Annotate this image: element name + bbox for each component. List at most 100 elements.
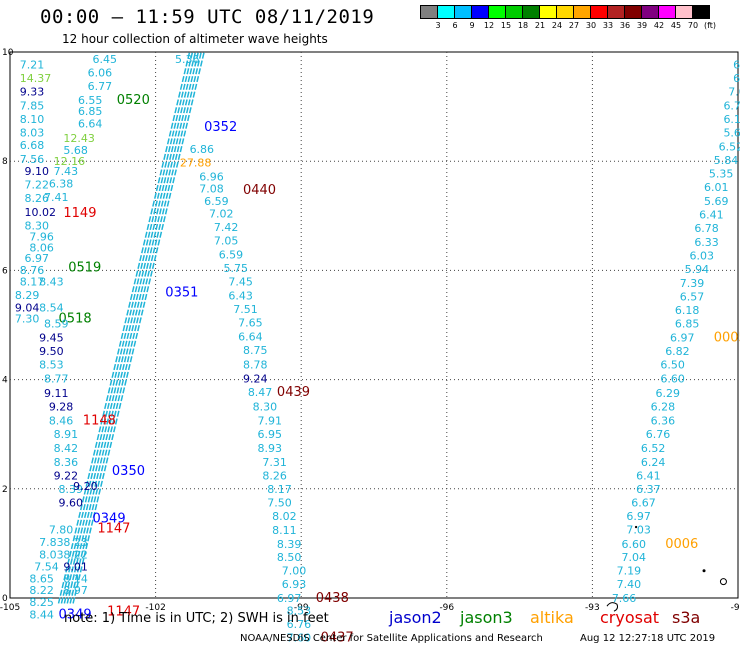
wave-height-value: 6.57 — [680, 290, 705, 303]
x-tick-label: -90 — [731, 603, 740, 613]
pass-time-label: 0352 — [204, 120, 237, 135]
wave-height-value: 14.37 — [20, 72, 51, 85]
wave-height-value: 7.42 — [214, 221, 239, 234]
wave-height-value: 8.44 — [29, 609, 54, 622]
wave-height-value: 5.75 — [224, 262, 249, 275]
wave-height-value: 8.06 — [29, 241, 54, 254]
satellite-legend-s3a: s3a — [672, 608, 701, 627]
wave-height-value: 6.78 — [723, 99, 740, 112]
y-tick-label: 2 — [2, 485, 8, 495]
wave-height-value: 9.45 — [39, 331, 64, 344]
satellite-track — [66, 51, 200, 604]
wave-height-value: 8.14 — [63, 573, 88, 586]
x-tick-label: -99 — [294, 603, 309, 613]
pass-time-label: 1147 — [97, 521, 130, 536]
pass-time-label: 1147 — [107, 604, 140, 619]
wave-height-value: 6.67 — [631, 496, 656, 509]
legend-label: (ft) — [703, 21, 717, 30]
wave-height-value: 8.23 — [63, 536, 88, 549]
wave-height-value: 7.39 — [680, 277, 705, 290]
wave-height-value: 7.45 — [228, 276, 253, 289]
wave-height-value: 9.33 — [20, 86, 44, 99]
wave-height-value: 8.03 — [39, 549, 64, 562]
wave-height-value: 6.96 — [199, 170, 224, 183]
wave-height-value: 8.11 — [272, 524, 297, 537]
wave-height-value: 5.84 — [714, 154, 739, 167]
wave-height-value: 7.08 — [199, 182, 224, 195]
wave-height-value: 8.39 — [59, 483, 84, 496]
wave-height-value: 6.38 — [49, 177, 74, 190]
wave-height-value: 6.85 — [78, 105, 103, 118]
wave-height-value: 9.20 — [73, 480, 98, 493]
wave-height-value: 6.95 — [258, 428, 283, 441]
island-outline — [634, 525, 638, 529]
wave-height-value: 8.59 — [44, 318, 68, 331]
wave-height-value: 8.29 — [15, 289, 40, 302]
x-tick-label: -105 — [0, 603, 20, 613]
wave-height-value: 5.67 — [723, 127, 740, 140]
wave-height-value: 6.43 — [228, 289, 253, 302]
wave-height-value: 6.76 — [287, 618, 312, 631]
legend-label: 24 — [551, 21, 563, 30]
island-outline — [606, 602, 619, 612]
wave-height-value: 5.69 — [704, 195, 729, 208]
wave-height-value: 8.93 — [258, 442, 283, 455]
satellite-track — [57, 51, 191, 604]
satellite-track — [60, 51, 194, 604]
wave-height-value: 7.54 — [34, 561, 59, 574]
wave-height-value: 7.96 — [29, 230, 54, 243]
wave-height-value: 8.36 — [54, 456, 79, 469]
wave-height-value: 8.43 — [39, 276, 64, 289]
wave-height-value: 7.66 — [612, 592, 637, 605]
wave-height-value: 6.9 — [733, 58, 740, 71]
island-outline — [719, 578, 727, 586]
wave-height-value: 7.83 — [39, 536, 64, 549]
x-tick-label: -93 — [585, 603, 600, 613]
satellite-legend-altika: altika — [530, 608, 574, 627]
wave-height-value: 6.77 — [88, 80, 113, 93]
wave-height-value: 6.52 — [641, 442, 666, 455]
wave-height-value: 8.50 — [277, 551, 302, 564]
wave-height-value: 7.00 — [282, 565, 307, 578]
pass-time-label: 0006 — [665, 537, 698, 552]
wave-height-value: 27.88 — [180, 157, 212, 170]
wave-height-value: 9.22 — [54, 470, 79, 483]
y-tick-label: 6 — [2, 266, 8, 276]
wave-height-value: 7.40 — [617, 578, 642, 591]
wave-height-value: 7.51 — [233, 303, 258, 316]
wave-height-value: 7.85 — [20, 99, 44, 112]
legend-swatch — [692, 5, 710, 19]
wave-height-value: 8.46 — [49, 414, 74, 427]
map-frame — [9, 51, 739, 599]
wave-height-value: 12.43 — [63, 132, 95, 145]
wave-height-value: 6.41 — [699, 209, 724, 222]
wave-height-value: 6.01 — [704, 181, 729, 194]
pass-time-label: 0439 — [277, 385, 310, 400]
pass-time-label: 0520 — [117, 93, 150, 108]
wave-height-value: 6.50 — [660, 359, 685, 372]
legend-label: 33 — [602, 21, 614, 30]
satellite-track — [63, 51, 197, 604]
legend-label: 15 — [500, 21, 512, 30]
y-tick-label: 8 — [2, 157, 8, 167]
y-tick-label: 0 — [2, 594, 8, 604]
wave-height-value: 6.64 — [78, 117, 103, 130]
wave-height-value: 8.77 — [44, 372, 68, 385]
legend-label: 42 — [653, 21, 665, 30]
wave-height-value: 8.75 — [243, 344, 268, 357]
wave-height-value: 5.36 — [175, 53, 200, 66]
wave-height-value: 8.39 — [277, 538, 302, 551]
pass-time-label: 0519 — [68, 260, 101, 275]
y-tick-label: 4 — [2, 376, 8, 386]
wave-height-value: 7.43 — [54, 165, 79, 178]
wave-height-value: 6.59 — [204, 195, 229, 208]
wave-height-value: 6.37 — [636, 483, 661, 496]
wave-height-value: 6.03 — [689, 249, 714, 262]
satellite-track — [72, 51, 205, 604]
pass-time-label: 0438 — [316, 591, 349, 606]
wave-height-value: 6.33 — [694, 236, 719, 249]
wave-height-value: 6.97 — [626, 510, 651, 523]
legend-label: 45 — [670, 21, 682, 30]
legend-label: 6 — [452, 21, 458, 30]
